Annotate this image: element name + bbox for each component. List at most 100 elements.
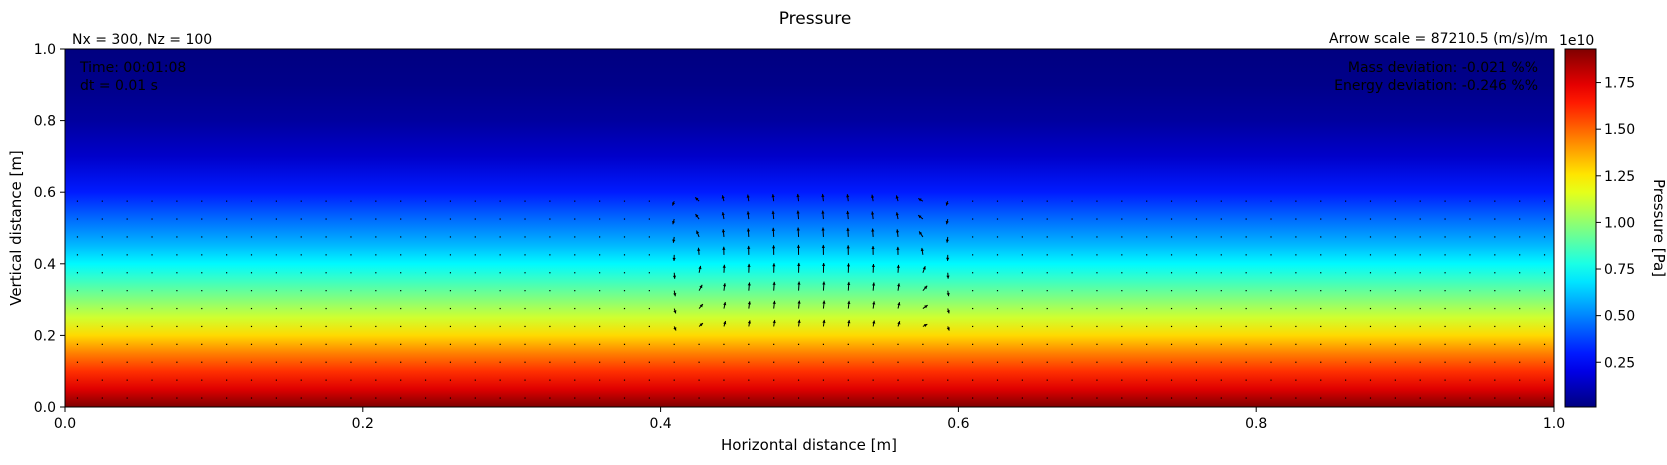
velocity-arrow — [574, 218, 575, 219]
velocity-arrow — [1121, 308, 1122, 309]
velocity-arrow — [1096, 290, 1097, 291]
velocity-arrow — [524, 308, 525, 309]
velocity-arrow — [972, 362, 973, 363]
velocity-arrow — [375, 344, 376, 345]
velocity-arrow — [400, 201, 401, 202]
velocity-arrow — [1420, 362, 1421, 363]
velocity-arrow — [599, 344, 600, 345]
velocity-arrow — [798, 397, 799, 398]
colorbar-tick-label: 0.25 — [1604, 355, 1635, 371]
velocity-arrow — [1047, 380, 1048, 381]
velocity-arrow — [475, 218, 476, 219]
velocity-arrow — [524, 380, 525, 381]
velocity-arrow — [276, 397, 277, 398]
velocity-arrow — [1121, 272, 1122, 273]
velocity-arrow — [226, 397, 227, 398]
velocity-arrow — [947, 380, 948, 381]
velocity-arrow — [1395, 362, 1396, 363]
velocity-arrow — [1544, 397, 1545, 398]
velocity-arrow — [1519, 272, 1520, 273]
velocity-arrow — [524, 344, 525, 345]
velocity-arrow — [475, 397, 476, 398]
velocity-arrow — [127, 201, 128, 202]
velocity-arrow — [1071, 308, 1072, 309]
velocity-arrow — [301, 397, 302, 398]
velocity-arrow — [1196, 201, 1197, 202]
velocity-arrow — [1320, 397, 1321, 398]
velocity-arrow — [475, 236, 476, 237]
velocity-arrow — [1270, 218, 1271, 219]
velocity-arrow — [475, 254, 476, 255]
velocity-arrow — [1444, 326, 1445, 327]
velocity-arrow — [748, 397, 749, 398]
velocity-arrow — [325, 397, 326, 398]
velocity-arrow — [1494, 201, 1495, 202]
velocity-arrow — [997, 218, 998, 219]
velocity-arrow — [201, 290, 202, 291]
velocity-arrow — [350, 362, 351, 363]
velocity-arrow — [1270, 254, 1271, 255]
velocity-arrow — [1196, 308, 1197, 309]
velocity-arrow — [251, 308, 252, 309]
velocity-arrow — [1047, 326, 1048, 327]
velocity-arrow — [1071, 362, 1072, 363]
y-axis-label: Vertical distance [m] — [7, 150, 25, 306]
velocity-arrow — [325, 254, 326, 255]
velocity-arrow — [1196, 290, 1197, 291]
velocity-arrow — [922, 344, 923, 345]
velocity-arrow — [1270, 344, 1271, 345]
velocity-arrow — [723, 362, 724, 363]
velocity-arrow — [897, 397, 898, 398]
velocity-arrow — [599, 362, 600, 363]
velocity-arrow — [1295, 326, 1296, 327]
velocity-arrow — [1196, 326, 1197, 327]
velocity-arrow — [1171, 290, 1172, 291]
velocity-arrow — [1494, 308, 1495, 309]
velocity-arrow — [151, 236, 152, 237]
velocity-arrow — [922, 380, 923, 381]
velocity-arrow — [1519, 380, 1520, 381]
velocity-arrow — [1171, 308, 1172, 309]
velocity-arrow — [1544, 272, 1545, 273]
velocity-arrow — [350, 326, 351, 327]
velocity-arrow — [201, 326, 202, 327]
velocity-arrow — [1196, 254, 1197, 255]
velocity-arrow — [1420, 254, 1421, 255]
velocity-arrow — [226, 290, 227, 291]
velocity-arrow — [1370, 308, 1371, 309]
velocity-arrow — [1395, 254, 1396, 255]
velocity-arrow — [325, 326, 326, 327]
velocity-arrow — [1146, 380, 1147, 381]
velocity-arrow — [375, 380, 376, 381]
velocity-arrow — [1071, 218, 1072, 219]
velocity-arrow — [500, 218, 501, 219]
velocity-arrow — [1320, 380, 1321, 381]
velocity-arrow — [1071, 236, 1072, 237]
velocity-arrow — [301, 290, 302, 291]
velocity-arrow — [350, 380, 351, 381]
velocity-arrow — [1295, 380, 1296, 381]
velocity-arrow — [1544, 290, 1545, 291]
velocity-arrow — [947, 344, 948, 345]
velocity-arrow — [1246, 254, 1247, 255]
velocity-arrow — [624, 201, 625, 202]
velocity-arrow — [873, 397, 874, 398]
velocity-arrow — [1444, 236, 1445, 237]
x-axis-label: Horizontal distance [m] — [721, 436, 897, 454]
velocity-arrow — [1444, 362, 1445, 363]
velocity-arrow — [1544, 218, 1545, 219]
velocity-arrow — [1345, 272, 1346, 273]
velocity-arrow — [251, 272, 252, 273]
velocity-arrow — [325, 362, 326, 363]
velocity-arrow — [549, 290, 550, 291]
velocity-arrow — [1246, 272, 1247, 273]
velocity-arrow — [1395, 344, 1396, 345]
velocity-arrow — [1494, 290, 1495, 291]
velocity-arrow — [1519, 344, 1520, 345]
velocity-arrow — [301, 236, 302, 237]
velocity-arrow — [176, 344, 177, 345]
velocity-arrow — [1420, 344, 1421, 345]
velocity-arrow — [77, 397, 78, 398]
velocity-arrow — [1071, 290, 1072, 291]
velocity-arrow — [1295, 362, 1296, 363]
